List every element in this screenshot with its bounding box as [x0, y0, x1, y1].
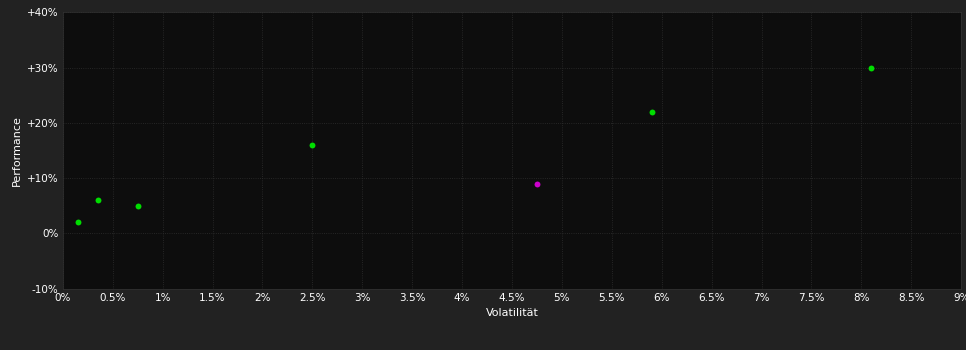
Point — [90, 197, 105, 203]
Point — [644, 109, 660, 114]
Point — [864, 65, 879, 70]
Point — [129, 203, 145, 209]
Point — [529, 181, 545, 187]
X-axis label: Volatilität: Volatilität — [486, 308, 538, 319]
Point — [71, 219, 85, 225]
Y-axis label: Performance: Performance — [12, 115, 21, 186]
Point — [304, 142, 320, 148]
